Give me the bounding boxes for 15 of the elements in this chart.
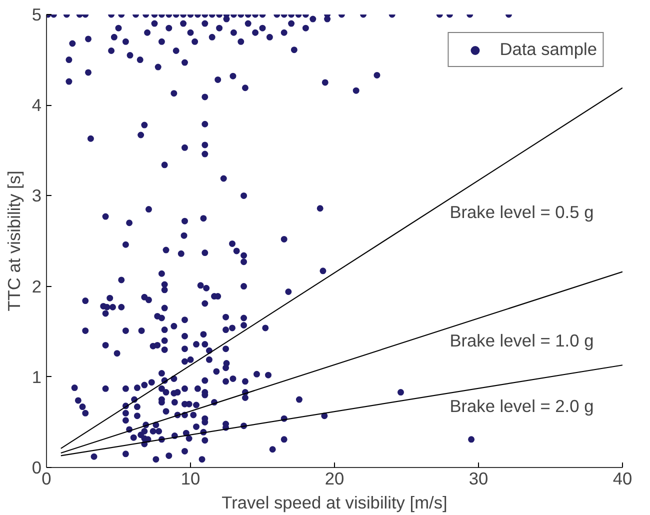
y-tick-label: 3 — [32, 186, 42, 206]
x-tick-label: 30 — [468, 468, 488, 488]
series-label: Brake level = 2.0 g — [450, 396, 594, 416]
y-tick-label: 2 — [32, 276, 42, 296]
y-tick-label: 1 — [32, 366, 42, 387]
series-label: Brake level = 0.5 g — [450, 202, 594, 222]
series-label: Brake level = 1.0 g — [450, 330, 594, 351]
x-tick-label: 10 — [180, 468, 200, 488]
y-tick-label: 4 — [32, 95, 42, 116]
y-tick-label: 5 — [32, 4, 42, 24]
y-axis-title: TTC at visibility [s] — [4, 170, 24, 312]
legend-label: Data sample — [500, 39, 597, 60]
x-tick-label: 20 — [324, 468, 344, 488]
x-tick-label: 40 — [612, 468, 632, 488]
x-axis-title: Travel speed at visibility [m/s] — [222, 492, 448, 512]
